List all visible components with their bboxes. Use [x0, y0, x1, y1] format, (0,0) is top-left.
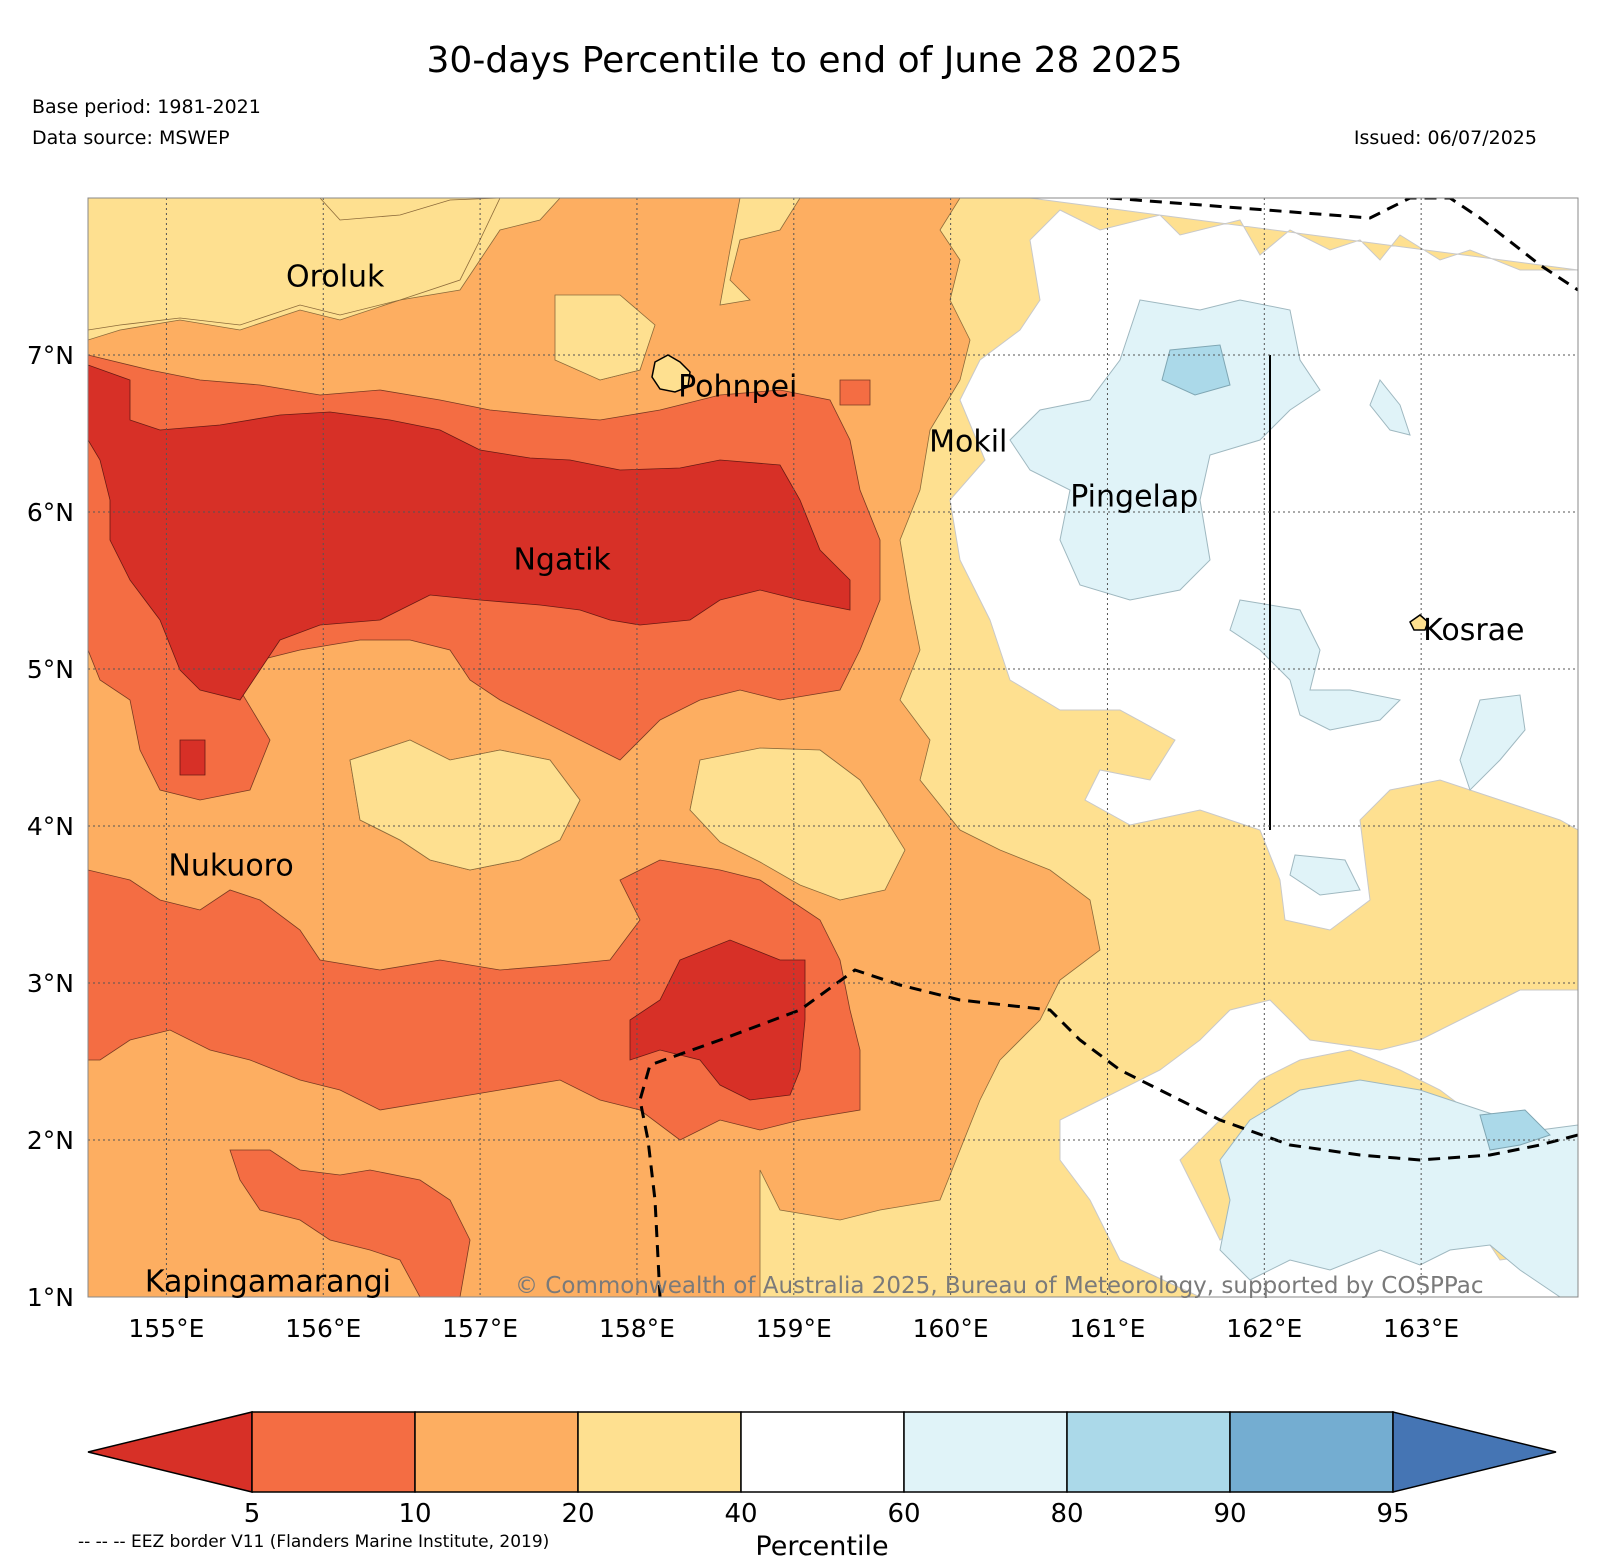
map-frame [87, 197, 1579, 1298]
longitude-tick-label: 156°E [285, 1314, 361, 1343]
copyright-notice: © Commonwealth of Australia 2025, Bureau… [515, 1273, 1484, 1299]
band-60-80-kosrae [1229, 599, 1402, 731]
place-label-kapingamarangi: Kapingamarangi [145, 1264, 391, 1299]
longitude-tick-label: 159°E [756, 1314, 832, 1343]
latitude-tick-label: 5°N [27, 655, 74, 684]
colorbar-below-5 [87, 1411, 253, 1493]
place-label-nukuoro: Nukuoro [168, 848, 293, 883]
place-label-mokil: Mokil [929, 425, 1007, 460]
longitude-tick-label: 163°E [1383, 1314, 1459, 1343]
place-labels: Oroluk Pohnpei Mokil Pingelap Ngatik Kosrae Nu… [145, 260, 1525, 1300]
percentile-field [88, 198, 1578, 1297]
colorbar-20-40 [577, 1411, 742, 1493]
colorbar-tick-10: 10 [398, 1499, 431, 1529]
latitude-labels: 1°N 2°N 3°N 4°N 5°N 6°N 7°N [27, 341, 74, 1312]
band-20-40-center [689, 747, 906, 901]
eez-note: -- -- -- EEZ border V11 (Flanders Marine… [78, 1532, 550, 1552]
pohnpei-island [651, 354, 691, 393]
colorbar-tick-60: 60 [887, 1499, 920, 1529]
band-below-5 [88, 364, 851, 1101]
band-60-80-pingelap [1009, 299, 1321, 601]
band-60-80-east2 [1369, 379, 1411, 436]
colorbar-tick-5: 5 [244, 1499, 261, 1529]
eez-borders [638, 198, 1578, 1297]
colorbar-5-10 [251, 1411, 416, 1493]
band-20-40-north [88, 198, 501, 331]
latitude-tick-label: 4°N [27, 812, 74, 841]
latitude-tick-label: 3°N [27, 969, 74, 998]
longitude-tick-label: 158°E [599, 1314, 675, 1343]
place-label-oroluk: Oroluk [286, 260, 385, 295]
colorbar-tick-40: 40 [724, 1499, 757, 1529]
band-60-80-small [1289, 854, 1361, 896]
place-label-pingelap: Pingelap [1070, 479, 1198, 514]
island-outlines [651, 354, 1429, 631]
longitude-tick-label: 160°E [913, 1314, 989, 1343]
band-60-80-east [1459, 694, 1526, 791]
colorbar: 5 10 20 40 60 80 90 95 Percentile [87, 1411, 1557, 1562]
band-20-40-inner [349, 739, 581, 871]
colorbar-tick-95: 95 [1376, 1499, 1409, 1529]
issued-date: Issued: 06/07/2025 [1353, 127, 1537, 149]
colorbar-80-90 [1066, 1411, 1231, 1493]
longitude-tick-label: 162°E [1226, 1314, 1302, 1343]
colorbar-90-95 [1229, 1411, 1394, 1493]
latitude-tick-label: 2°N [27, 1126, 74, 1155]
colorbar-tick-90: 90 [1213, 1499, 1246, 1529]
longitude-tick-label: 155°E [128, 1314, 204, 1343]
place-label-kosrae: Kosrae [1423, 613, 1524, 648]
longitude-tick-label: 157°E [442, 1314, 518, 1343]
graticule [88, 198, 1578, 1298]
place-label-ngatik: Ngatik [513, 542, 611, 577]
colorbar-title: Percentile [755, 1531, 888, 1562]
longitude-labels: 155°E 156°E 157°E 158°E 159°E 160°E 161°E 162°E… [128, 1314, 1459, 1343]
place-label-pohnpei: Pohnpei [678, 370, 797, 405]
latitude-tick-label: 7°N [27, 341, 74, 370]
colorbar-tick-80: 80 [1050, 1499, 1083, 1529]
data-source: Data source: MSWEP [32, 127, 230, 149]
kosrae-island [1409, 614, 1429, 631]
colorbar-above-95 [1392, 1411, 1557, 1493]
latitude-tick-label: 6°N [27, 498, 74, 527]
colorbar-tick-labels: 5 10 20 40 60 80 90 95 [244, 1499, 1410, 1529]
band-20-40-pohnpei [554, 294, 656, 381]
colorbar-40-60 [740, 1411, 905, 1493]
colorbar-tick-20: 20 [561, 1499, 594, 1529]
colorbar-60-80 [903, 1411, 1068, 1493]
longitude-tick-label: 161°E [1069, 1314, 1145, 1343]
band-80-90-patch [1161, 344, 1231, 396]
latitude-tick-label: 1°N [27, 1283, 74, 1312]
map-title: 30-days Percentile to end of June 28 202… [426, 40, 1183, 81]
colorbar-10-20 [414, 1411, 579, 1493]
base-period: Base period: 1981-2021 [32, 96, 261, 118]
